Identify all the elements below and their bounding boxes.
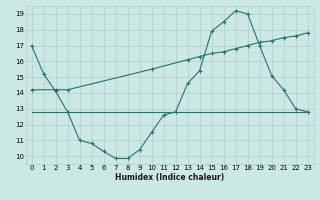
X-axis label: Humidex (Indice chaleur): Humidex (Indice chaleur): [115, 173, 224, 182]
